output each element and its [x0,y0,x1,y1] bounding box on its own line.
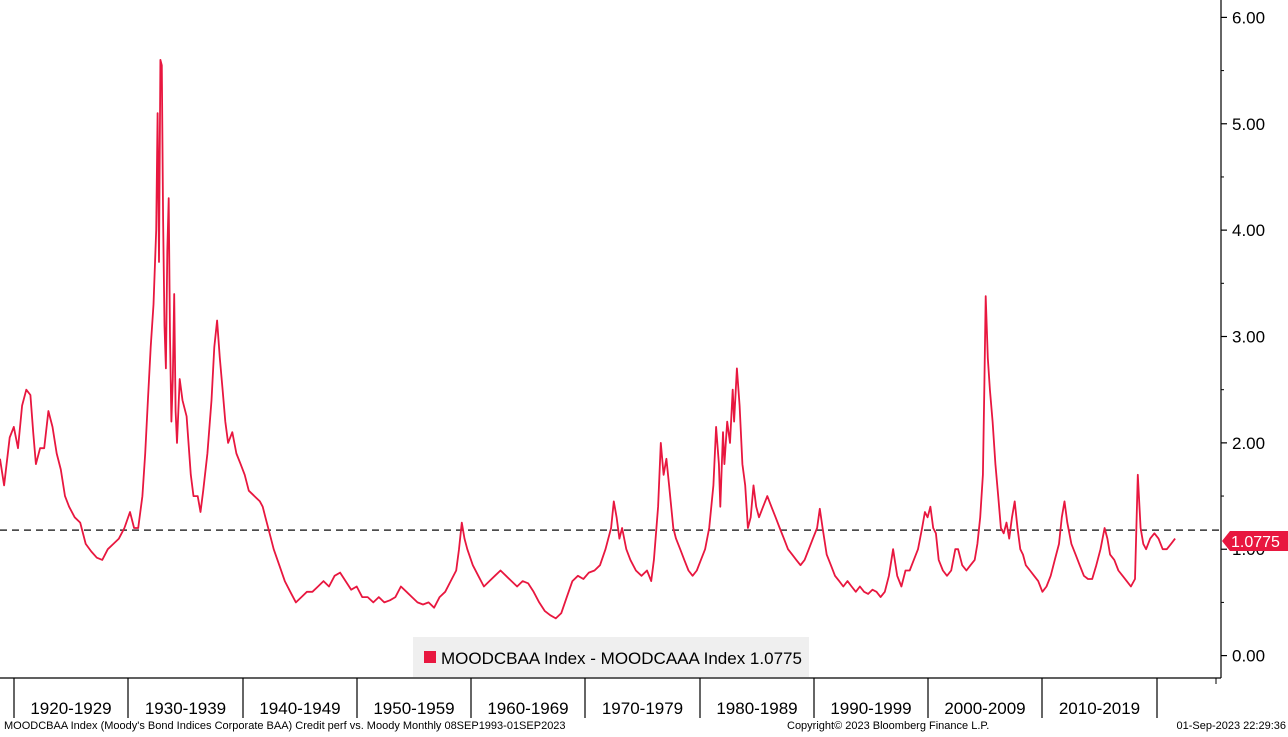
x-period-label: 1960-1969 [487,699,568,718]
x-period-label: 1930-1939 [145,699,226,718]
x-axis: 1920-1929 1930-1939 1940-1949 1950-1959 1960… [0,677,1221,718]
last-value-flag [1222,530,1288,551]
legend-box [413,637,809,677]
y-tick-label: 3.00 [1232,328,1265,347]
legend-label: MOODCBAA Index - MOODCAAA Index 1.0775 [441,649,802,668]
y-tick-label: 5.00 [1232,115,1265,134]
x-period-label: 1950-1959 [373,699,454,718]
y-axis: 0.001.002.003.004.005.006.001.0775 [1220,0,1288,678]
footer-description: MOODCBAA Index (Moody's Bond Indices Cor… [4,720,566,732]
y-tick-label: 4.00 [1232,221,1265,240]
series-line [0,59,1176,620]
x-period-label: 1940-1949 [259,699,340,718]
x-period-label: 1970-1979 [602,699,683,718]
y-tick-label: 2.00 [1232,434,1265,453]
footer-copyright: Copyright© 2023 Bloomberg Finance L.P. [787,720,990,732]
x-period-label: 2010-2019 [1059,699,1140,718]
y-tick-label: 0.00 [1232,647,1265,666]
last-value-marker: 1.0775 [1222,530,1288,551]
legend-swatch [424,651,436,663]
y-tick-label: 6.00 [1232,8,1265,27]
x-period-label: 2000-2009 [944,699,1025,718]
x-period-label: 1920-1929 [30,699,111,718]
footer-timestamp: 01-Sep-2023 22:29:36 [1176,720,1286,732]
legend: MOODCBAA Index - MOODCAAA Index 1.0775 [413,637,809,677]
x-period-label: 1990-1999 [830,699,911,718]
last-value-label: 1.0775 [1231,534,1280,551]
x-period-label: 1980-1989 [716,699,797,718]
series-layer [0,59,1176,620]
